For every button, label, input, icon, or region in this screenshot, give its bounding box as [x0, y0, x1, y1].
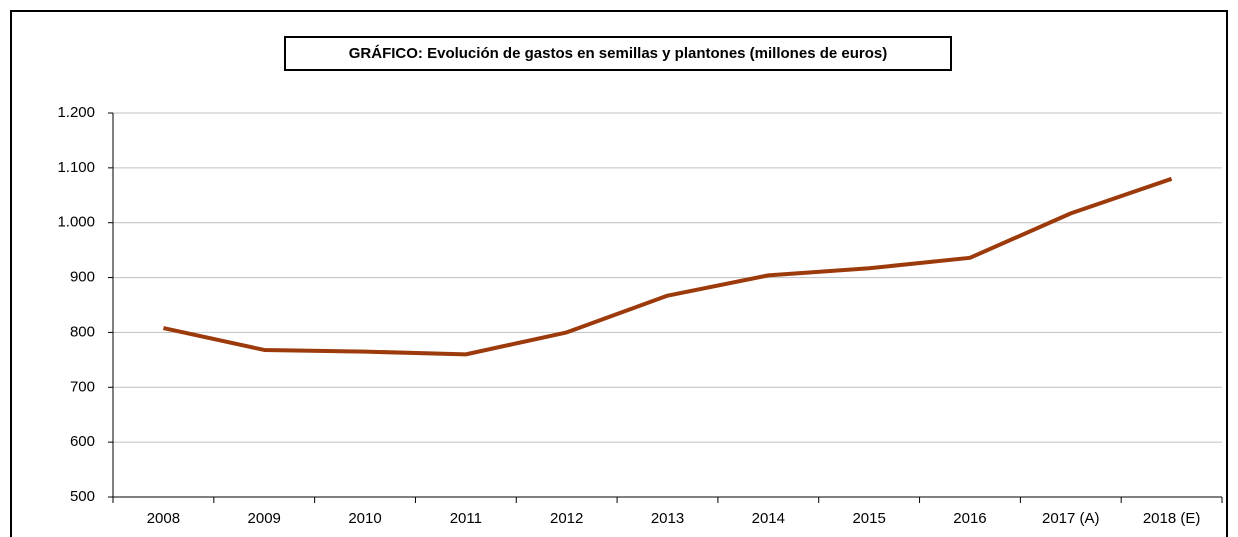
y-tick-label: 500	[70, 488, 95, 505]
x-tick-label: 2017 (A)	[1042, 510, 1100, 527]
x-tick-label: 2011	[450, 510, 482, 527]
x-tick-label: 2016	[953, 510, 986, 527]
y-tick-label: 1.000	[57, 214, 95, 231]
y-tick-label: 1.200	[57, 104, 95, 121]
y-tick-label: 900	[70, 269, 95, 286]
chart-title: GRÁFICO: Evolución de gastos en semillas…	[349, 45, 887, 62]
x-tick-label: 2014	[752, 510, 785, 527]
x-tick-label: 2018 (E)	[1143, 510, 1201, 527]
title-box	[284, 36, 952, 71]
x-tick-label: 2015	[852, 510, 885, 527]
chart-border	[10, 10, 1228, 537]
y-tick-label: 800	[70, 323, 95, 340]
x-tick-label: 2010	[348, 510, 381, 527]
x-tick-label: 2008	[147, 510, 180, 527]
x-tick-label: 2009	[248, 510, 281, 527]
x-tick-label: 2012	[550, 510, 583, 527]
y-tick-label: 600	[70, 433, 95, 450]
series-line	[162, 176, 1173, 357]
y-tick-label: 700	[70, 378, 95, 395]
y-tick-label: 1.100	[57, 159, 95, 176]
x-tick-label: 2013	[651, 510, 684, 527]
